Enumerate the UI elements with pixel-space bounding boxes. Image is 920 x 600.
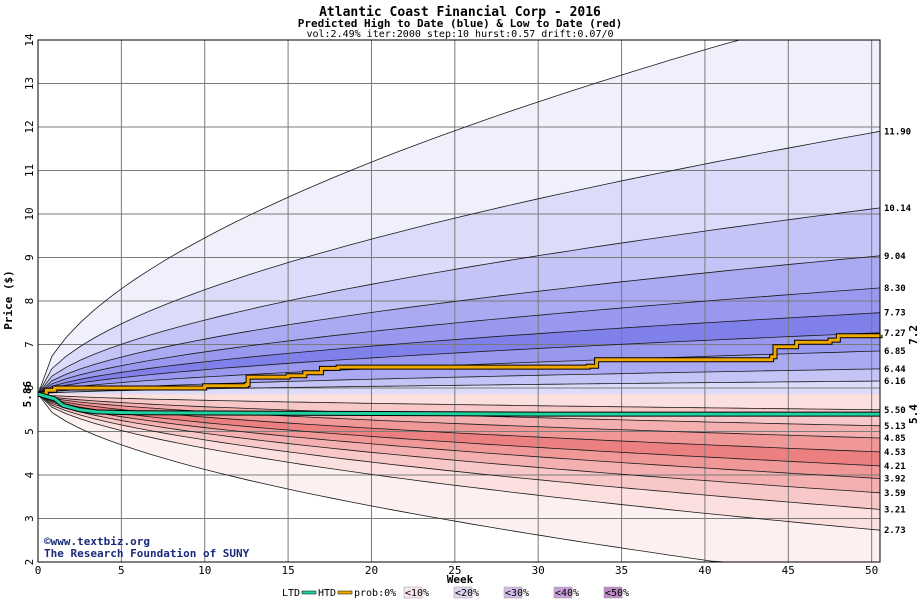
quantile-end-label: 6.85 [884,347,906,357]
x-axis-label: Week [447,573,474,586]
quantile-end-label: 4.53 [884,448,906,458]
ltd-end-label: 5.4 [907,404,920,424]
axes: 0 5 10 15 20 25 30 35 40 45 502345678910111213145.… [21,33,920,577]
low-band-9 [38,394,880,410]
x-tick-label: 15 [281,564,294,577]
quantile-line [37,312,881,395]
legend-htd-label: HTD [318,588,336,599]
legend-item-label: <30% [505,588,529,599]
quantile-line [37,393,881,467]
x-tick-label: 45 [782,564,795,577]
quantile-end-label: 4.21 [884,462,906,472]
quantile-line [37,368,881,395]
quantile-line [37,287,881,395]
chart-params: vol:2.49% iter:2000 step:10 hurst:0.57 d… [306,29,613,40]
quantile-line [37,332,881,395]
legend-swatch [403,586,423,599]
legend: LTD HTD prob:0% <10% <20% <30% <40% <50% [282,586,629,599]
y-tick-label: 4 [23,471,36,478]
y-tick-label: 14 [23,33,36,47]
legend-item-label: <40% [555,588,579,599]
quantile-end-label: 2.73 [884,526,906,536]
quantile-end-label: 4.85 [884,434,906,444]
y-tick-label: 8 [23,298,36,305]
y-tick-label: 2 [23,559,36,566]
price-paths [37,333,883,417]
plot-border [37,39,881,563]
chart-subtitle: Predicted High to Date (blue) & Low to D… [298,17,623,30]
quantile-line [37,130,881,395]
quantile-line [37,393,881,510]
x-tick-label: 25 [448,564,461,577]
legend-swatch [603,586,623,599]
x-tick-label: 30 [532,564,545,577]
quantile-end-label: 7.27 [884,329,906,339]
y-tick-label: 5 [23,428,36,435]
quantile-end-label: 5.13 [884,422,906,432]
legend-item-label: <10% [405,588,429,599]
quantile-end-label: 8.30 [884,284,906,294]
credit-website: ©www.textbiz.org [44,535,150,548]
legend-swatch [503,586,523,599]
y-tick-label: 9 [23,254,36,261]
quantile-line [37,207,881,395]
legend-swatch [553,586,573,599]
quantile-line [37,393,881,494]
quantile-line [37,393,881,411]
x-tick-label: 5 [118,564,125,577]
quantile-end-label: 6.16 [884,377,906,387]
legend-item-label: <20% [455,588,479,599]
quantile-end-label: 10.14 [884,204,912,214]
y-tick-label: 11 [23,164,36,177]
y-axis-label: Price ($) [2,270,15,330]
legend-ltd-label: LTD [282,588,300,599]
x-tick-label: 40 [698,564,711,577]
chart-title: Atlantic Coast Financial Corp - 2016 [319,5,601,20]
quantile-end-label: 5.50 [884,406,906,416]
ltd-line [37,392,880,416]
credit-organization: The Research Foundation of SUNY [44,547,250,560]
quantile-end-label: 3.59 [884,489,906,499]
y-tick-label: 10 [23,207,36,220]
x-tick-label: 50 [865,564,878,577]
htd-end-label: 7.2 [907,325,920,345]
quantile-line [37,255,881,395]
quantile-end-label: 7.73 [884,309,906,319]
x-tick-label: 10 [198,564,211,577]
legend-ltd-swatch [301,590,317,595]
x-tick-label: 20 [365,564,378,577]
x-tick-label: 35 [615,564,628,577]
quantile-end-label: 11.90 [884,127,911,137]
y-tick-label: 12 [23,120,36,133]
quantile-end-label: 9.04 [884,252,906,262]
y-tick-label: 6 [23,385,36,392]
quantile-end-label: 3.92 [884,475,906,485]
x-tick-label: 0 [35,564,42,577]
quantile-end-label: 3.21 [884,505,906,515]
legend-item-label: <50% [605,588,629,599]
quantile-end-label: 6.44 [884,365,906,375]
y-tick-label: 13 [23,77,36,90]
quantile-line [37,393,881,479]
htd-line [38,334,882,396]
legend-htd-swatch [337,590,353,595]
legend-prob-label: prob:0% [354,588,396,599]
y-tick-label: 3 [23,515,36,522]
quantile-line [37,393,881,439]
quantile-line [37,393,881,531]
start-price-label: 5.86 [21,380,34,407]
y-tick-label: 7 [23,341,36,348]
legend-swatch [453,586,473,599]
quantile-lines: 11.90 10.14 9.04 8.30 7.73 7.27 6.85 6.44 6.16 2.… [37,39,912,563]
